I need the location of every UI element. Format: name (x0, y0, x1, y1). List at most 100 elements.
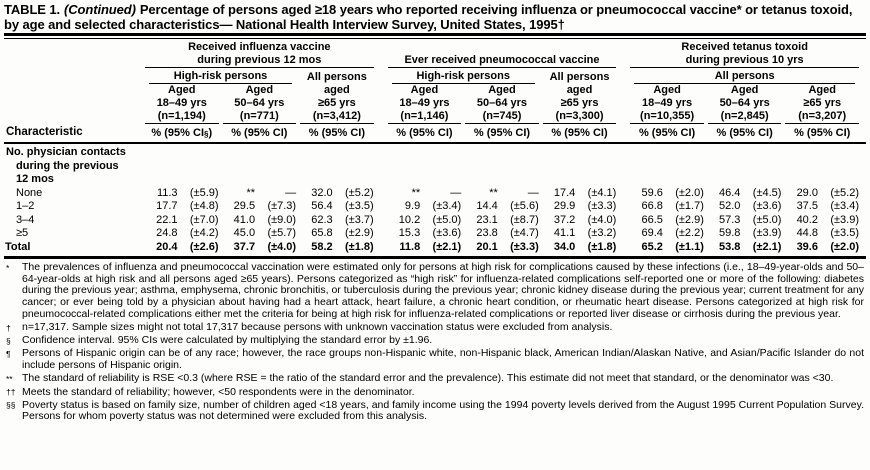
footnote-text: n=17,317. Sample sizes might not total 1… (22, 321, 613, 334)
table-cell: 29.5 (±7.3) (233, 200, 297, 213)
group-title: Received influenza vaccine during previo… (145, 41, 374, 68)
footnotes: * The prevalences of influenza and pneum… (4, 259, 866, 423)
table-cell: 23.1 (±8.7) (476, 213, 539, 226)
group-title: Ever received pneumococcal vaccine (387, 41, 617, 68)
subgroup-all-persons: All persons (306, 71, 367, 83)
table-header: Characteristic Received influenza vaccin… (4, 39, 866, 144)
table-cell: 14.4 (±5.6) (476, 200, 539, 213)
group-title-line1: Received influenza vaccine (188, 41, 331, 53)
footnote: * The prevalences of influenza and pneum… (6, 261, 864, 321)
table-cell: ** — (411, 186, 462, 199)
table-cell: 69.4 (±2.2) (641, 227, 704, 240)
footnote: ¶ Persons of Hispanic origin can be of a… (6, 347, 864, 371)
table-cell: 29.9 (±3.3) (553, 200, 617, 213)
section-label: 12 mos (16, 173, 54, 186)
footnote-text: Confidence interval. 95% CIs were calcul… (22, 334, 433, 347)
column-header: Aged 18–49 yrs (n=1,146) % (95% CI) (386, 84, 464, 139)
section-label-row: 12 mos (4, 173, 866, 187)
row-label: 1–2 (16, 200, 35, 213)
row-label: None (16, 186, 43, 199)
footnote-text: Poverty status is based on family size, … (22, 398, 864, 423)
section-label-row: during the previous (4, 160, 866, 174)
table-cell: 32.0 (±5.2) (311, 186, 374, 199)
group-title: Received tetanus toxoid during previous … (630, 41, 859, 68)
table-cell: 11.8 (±2.1) (399, 240, 462, 253)
footnote-marker: † (6, 322, 11, 333)
group-title-line2: during previous 12 mos (197, 54, 322, 66)
row-label: Total (5, 240, 31, 253)
table-cell: 9.9 (±3.4) (404, 200, 462, 213)
subgroup-all-persons: All persons (549, 71, 610, 83)
column-headers: Aged 18–49 yrs (n=1,146) % (95% CI) Aged… (386, 84, 619, 139)
table-cell: 23.8 (±4.7) (476, 227, 539, 240)
table-cell: 37.5 (±3.4) (796, 200, 859, 213)
column-group-pneumococcal: Ever received pneumococcal vaccine High-… (381, 41, 624, 139)
table-cell: 22.1 (±7.0) (156, 213, 219, 226)
table-cell: 17.7 (±4.8) (156, 200, 219, 213)
table-cell: 41.1 (±3.2) (553, 227, 617, 240)
table-bottom-rule (4, 256, 866, 259)
table-cell: 17.4 (±4.1) (553, 186, 617, 199)
table-body: No. physician contacts during the previo… (4, 144, 866, 254)
column-header: Aged 50–64 yrs (n=2,845) % (95% CI) (706, 84, 784, 139)
column-headers: Aged 18–49 yrs (n=1,194) % (95% CI §) Age… (143, 84, 376, 139)
footnote-text: The prevalences of influenza and pneumoc… (22, 261, 864, 320)
subgroup-high-risk: High-risk persons (391, 69, 535, 84)
column-group-tetanus: Received tetanus toxoid during previous … (623, 41, 866, 139)
table-title: TABLE 1. (Continued) Percentage of persons… (4, 2, 866, 32)
table-cell: 37.7 (±4.0) (233, 240, 297, 253)
table-cell: 66.5 (±2.9) (641, 213, 704, 226)
table-cell: 44.8 (±3.5) (796, 227, 859, 240)
table-cell: 62.3 (±3.7) (311, 213, 374, 226)
column-group-influenza: Received influenza vaccine during previo… (138, 41, 381, 139)
footnote-marker: ¶ (6, 348, 11, 359)
footnote-marker: * (6, 262, 10, 273)
table-cell: 65.8 (±2.9) (311, 227, 374, 240)
table-row: None 11.3 (±5.9) ** — 32.0 (±5.2) ** — ** — 1… (4, 187, 866, 201)
table-cell: 20.4 (±2.6) (156, 240, 219, 253)
group-title-line1: Received tetanus toxoid (681, 41, 808, 53)
subgroup-row: High-risk persons All persons (386, 68, 619, 84)
column-header: aged ≥65 yrs (n=3,412) % (95% CI) (298, 84, 376, 139)
table-cell: 10.2 (±5.0) (398, 213, 462, 226)
table-cell: 41.0 (±9.0) (233, 213, 297, 226)
table-cell: 53.8 (±2.1) (719, 240, 782, 253)
table-cell: 58.2 (±1.8) (311, 240, 374, 253)
footnote: § Confidence interval. 95% CIs were calc… (6, 335, 864, 347)
table-cell: 52.0 (±3.6) (719, 200, 782, 213)
table-continued-note: (Continued) (64, 2, 136, 17)
table-number: TABLE 1. (4, 2, 61, 17)
table-cell: 59.8 (±3.9) (719, 227, 782, 240)
table-cell: 29.0 (±5.2) (796, 186, 859, 199)
row-label: ≥5 (16, 227, 29, 240)
table-cell: 34.0 (±1.8) (553, 240, 617, 253)
footnote-marker: †† (6, 387, 16, 398)
table-cell: ** — (246, 186, 297, 199)
column-header: Aged 18–49 yrs (n=1,194) % (95% CI §) (143, 84, 221, 139)
table-cell: ** — (489, 186, 539, 199)
column-header: aged ≥65 yrs (n=3,300) % (95% CI) (541, 84, 619, 139)
subgroup-high-risk: High-risk persons (149, 69, 293, 84)
footnote: † n=17,317. Sample sizes might not total… (6, 321, 864, 334)
table-cell: 66.8 (±1.7) (641, 200, 704, 213)
footnote-marker: §§ (6, 400, 16, 411)
table-cell: 39.6 (±2.0) (796, 240, 859, 253)
total-row: Total 20.4 (±2.6) 37.7 (±4.0) 58.2 (±1.8) 1… (4, 241, 866, 255)
characteristic-column-header: Characteristic (6, 126, 83, 138)
group-title-line2: during previous 10 yrs (685, 54, 804, 66)
section-label-row: No. physician contacts (4, 146, 866, 160)
group-title-line2: Ever received pneumococcal vaccine (404, 54, 600, 66)
table-cell: 20.1 (±3.3) (476, 240, 539, 253)
table-row: 3–4 22.1 (±7.0) 41.0 (±9.0) 62.3 (±3.7) 10.… (4, 214, 866, 228)
footnote-text: Meets the standard of reliability; howev… (22, 385, 415, 398)
row-label: 3–4 (16, 213, 35, 226)
table-cell: 59.6 (±2.0) (641, 186, 704, 199)
table-cell: 37.2 (±4.0) (553, 213, 617, 226)
section-label: during the previous (16, 159, 119, 172)
title-divider (4, 33, 866, 39)
footnote-marker: ** (6, 373, 13, 384)
table-cell: 11.3 (±5.9) (156, 186, 219, 199)
table-cell: 40.2 (±3.9) (796, 213, 859, 226)
footnote: §§ Poverty status is based on family siz… (6, 398, 864, 423)
